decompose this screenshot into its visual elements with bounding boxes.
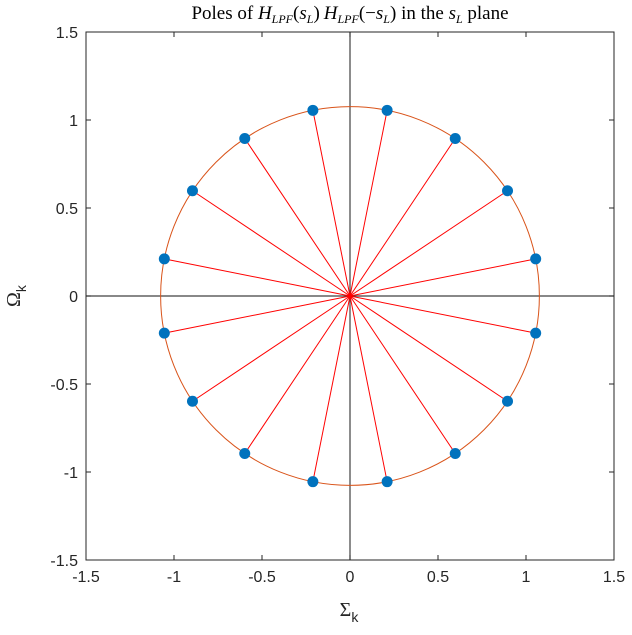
title-h2-sub: LPF [337, 12, 360, 26]
y-tick-label-5: 0.5 [56, 201, 78, 218]
pole-ray-7 [192, 190, 351, 297]
title-arg2-s: s [376, 3, 383, 24]
title-h1-sub: LPF [271, 12, 294, 26]
pole-marker-16 [530, 327, 542, 339]
pole-marker-13 [381, 476, 393, 488]
pole-marker-7 [186, 185, 198, 197]
title-arg2-open: (− [359, 3, 376, 24]
title-middle: in the [396, 3, 448, 24]
y-tick-label-2: -1 [64, 465, 78, 482]
y-tick-label-1: -1.5 [50, 553, 78, 570]
pole-ray-15 [349, 295, 508, 402]
y-tick-label-6: 1 [69, 113, 78, 130]
y-tick-label-7: 1.5 [56, 25, 78, 42]
title-plane-s: s [449, 3, 456, 24]
x-tick-label-1: -1.5 [72, 569, 100, 586]
pole-ray-14 [349, 295, 456, 454]
pole-ray-3 [349, 138, 456, 297]
pole-ray-1 [349, 258, 536, 297]
y-tick-label-3: -0.5 [50, 377, 78, 394]
pole-ray-16 [349, 295, 536, 334]
pole-marker-14 [449, 448, 461, 460]
pole-marker-4 [381, 104, 393, 116]
y-axis-label: Ωk [3, 284, 29, 307]
title-arg2-close: ) [390, 3, 396, 24]
x-tick-label-5: 0.5 [427, 569, 449, 586]
pole-marker-15 [502, 395, 514, 407]
y-tick-label-4: 0 [69, 289, 78, 306]
x-axis-label-sub: k [351, 609, 359, 625]
title-h2: H [323, 3, 339, 24]
y-axis-label-main: Ω [3, 292, 25, 307]
x-tick-label-3: -0.5 [248, 569, 276, 586]
title-prefix: Poles of [191, 3, 258, 24]
x-axis-label-main: Σ [340, 599, 352, 621]
pole-ray-11 [244, 295, 351, 454]
x-tick-label-6: 1 [522, 569, 531, 586]
pole-marker-10 [186, 395, 198, 407]
pole-circle [160, 106, 540, 486]
pole-markers [158, 104, 542, 488]
origin-marker [347, 293, 353, 299]
pole-ray-10 [192, 295, 351, 402]
pole-ray-12 [312, 295, 351, 482]
title-arg1-open: ( [293, 3, 299, 24]
pole-marker-3 [449, 132, 461, 144]
pole-ray-5 [312, 110, 351, 297]
pole-marker-1 [530, 253, 542, 265]
title-arg2-sub: L [382, 12, 390, 26]
unit-circle-layer [160, 106, 540, 486]
x-tick-label-2: -1 [167, 569, 181, 586]
pole-ray-6 [244, 138, 351, 297]
title-h1: H [257, 3, 273, 24]
x-axis-label: Σk [340, 599, 360, 625]
pole-marker-2 [502, 185, 514, 197]
y-axis-label-sub: k [13, 284, 29, 292]
pole-marker-9 [158, 327, 170, 339]
chart-title: Poles of HLPF(sL) HLPF(−sL) in the sL pla… [191, 3, 508, 26]
x-tick-label-7: 1.5 [603, 569, 625, 586]
title-arg1-s: s [299, 3, 306, 24]
pole-marker-12 [307, 476, 319, 488]
title-arg1-close: ) [313, 3, 319, 24]
pole-ray-4 [349, 110, 388, 297]
pole-ray-2 [349, 190, 508, 297]
x-tick-label-4: 0 [346, 569, 355, 586]
pole-marker-6 [239, 132, 251, 144]
title-suffix: plane [463, 3, 509, 24]
title-plane-sub: L [455, 12, 463, 26]
title-arg1-sub: L [306, 12, 314, 26]
pole-ray-8 [164, 258, 351, 297]
pole-marker-11 [239, 448, 251, 460]
y-ticks: -1.5 -1 -0.5 0 0.5 1 1.5 [50, 25, 614, 570]
pole-marker-5 [307, 104, 319, 116]
x-ticks: -1.5 -1 -0.5 0 0.5 1 1.5 [72, 32, 625, 586]
pole-marker-8 [158, 253, 170, 265]
pole-ray-13 [349, 295, 388, 482]
pole-ray-9 [164, 295, 351, 334]
pole-rays [164, 110, 536, 482]
